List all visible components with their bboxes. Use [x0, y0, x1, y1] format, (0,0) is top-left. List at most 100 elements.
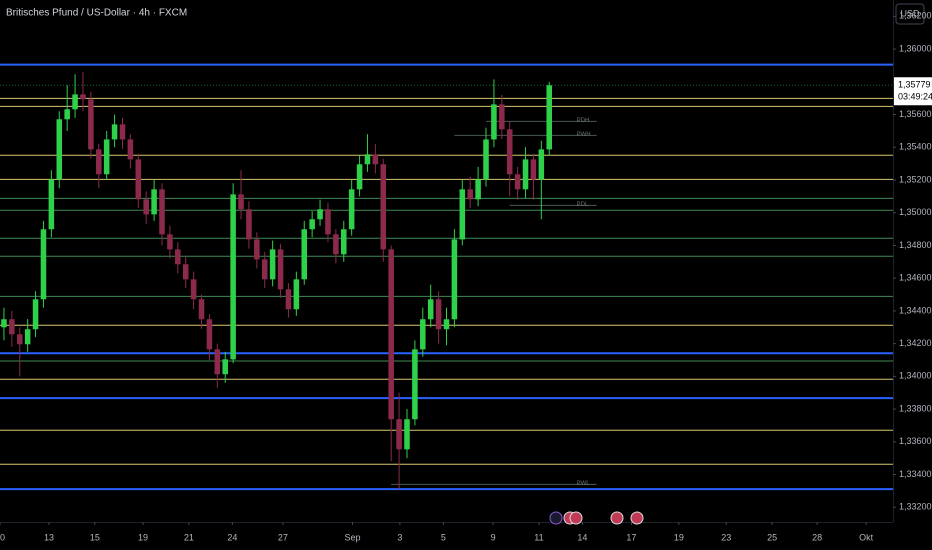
candle-body [348, 189, 355, 230]
candle-body [238, 194, 244, 210]
candle-body [198, 299, 205, 320]
event-icon[interactable] [569, 511, 583, 525]
candle-body [538, 149, 545, 180]
candle-body [333, 234, 339, 255]
plot-area: PDH PWH PDL PWL [0, 63, 893, 491]
x-tick-label: 3 [397, 532, 402, 542]
y-tick-label: 1,33200 [899, 502, 932, 512]
candle-body [372, 154, 379, 165]
candle-body [88, 99, 94, 150]
y-tick-label: 1,33400 [899, 469, 932, 479]
x-tick-label: 23 [721, 532, 731, 542]
candle-body [214, 349, 221, 375]
candle-body [103, 139, 110, 175]
y-tick-label: 1,35000 [899, 207, 932, 217]
marked-level-label: PDH [577, 118, 590, 124]
x-tick-label: 14 [577, 532, 587, 542]
x-tick-label: 28 [812, 532, 822, 542]
candle-body [427, 299, 434, 320]
y-tick-label: 1,34200 [899, 338, 932, 348]
candle-body [127, 139, 134, 160]
event-icon[interactable] [549, 511, 563, 525]
candle-body [340, 229, 347, 255]
y-tick-label: 1,34000 [899, 371, 932, 381]
candle-body [506, 129, 513, 175]
x-tick-label: Okt [859, 532, 874, 542]
candle-body [182, 264, 189, 280]
x-tick-label: 10 [0, 532, 5, 542]
currency-button[interactable] [895, 3, 925, 25]
candle-body [325, 209, 331, 235]
marked-level-label: PDL [577, 202, 589, 208]
marked-level-label: PWH [577, 132, 591, 138]
event-icon[interactable] [610, 511, 624, 525]
candle-body [522, 159, 529, 190]
candle-body [309, 219, 315, 230]
candle-body [254, 239, 260, 260]
candle-body [190, 279, 197, 300]
candle-body [396, 419, 402, 450]
candle-body [301, 229, 308, 280]
candle-body [356, 164, 363, 190]
x-tick-label: 15 [90, 532, 100, 542]
candle-body [491, 104, 497, 140]
x-tick-label: 19 [138, 532, 148, 542]
candle-body [1, 319, 7, 328]
candle-body [16, 334, 23, 345]
candle-body [246, 209, 252, 240]
candle-body [64, 109, 70, 120]
candle-body [451, 239, 458, 320]
candle-body [56, 119, 63, 180]
x-tick-label: 19 [674, 532, 684, 542]
currency-label[interactable]: USD [900, 8, 920, 18]
candle-body [277, 249, 284, 290]
y-tick-label: 1,34600 [899, 273, 932, 283]
y-tick-label: 1,34400 [899, 305, 932, 315]
candle-body [32, 299, 39, 330]
last-price-box [894, 77, 932, 106]
candle-body [546, 85, 553, 150]
last-price-label: 1,35779 [898, 80, 931, 90]
candle-body [96, 149, 102, 175]
candle-body [530, 159, 537, 180]
candle-body [261, 259, 268, 280]
candle-body [72, 94, 78, 110]
candle-body [380, 164, 387, 250]
candle-body [388, 249, 394, 420]
candle-body [48, 179, 55, 230]
event-icons [549, 511, 644, 525]
event-icon[interactable] [630, 511, 644, 525]
candle-body [167, 234, 173, 250]
candle-body [269, 249, 276, 280]
marked-level-label: PWL [577, 481, 591, 487]
candle-body [119, 124, 126, 140]
candle-body [135, 159, 142, 200]
candle-body [285, 289, 292, 310]
candle-body [175, 249, 181, 265]
y-tick-label: 1,36200 [899, 11, 932, 21]
y-tick-label: 1,33800 [899, 403, 932, 413]
candle-body [483, 139, 489, 180]
x-tick-label: 21 [184, 532, 194, 542]
x-tick-label: 25 [767, 532, 777, 542]
y-tick-label: 1,35200 [899, 174, 932, 184]
candle-body [111, 124, 118, 140]
candle-body [151, 189, 157, 215]
candle-body [420, 319, 426, 350]
candle-body [443, 319, 450, 330]
y-tick-label: 1,33600 [899, 436, 932, 446]
x-tick-label: Sep [344, 532, 360, 542]
candle-body [364, 154, 371, 165]
countdown-label: 03:49:24 [898, 92, 932, 102]
y-tick-label: 1,36000 [899, 43, 932, 53]
y-tick-label: 1,35600 [899, 109, 932, 119]
candle-body [143, 199, 149, 215]
candle-body [159, 189, 165, 235]
x-tick-label: 11 [534, 532, 543, 542]
candle-body [222, 359, 228, 375]
candle-body [80, 94, 86, 100]
y-tick-label: 1,35400 [899, 142, 932, 152]
candle-body [499, 104, 505, 130]
x-tick-label: 13 [44, 532, 54, 542]
